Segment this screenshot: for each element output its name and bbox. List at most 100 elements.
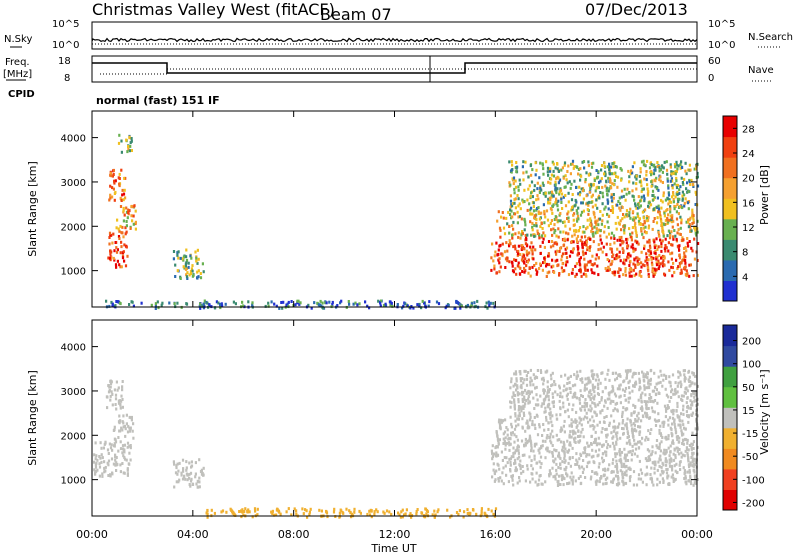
power-cell-5: [671, 266, 674, 270]
velocity-cell-5: [569, 430, 572, 434]
velocity-cell-6: [520, 409, 523, 413]
velocity-cell-6: [564, 410, 567, 414]
velocity-cell-5: [621, 419, 625, 422]
power-cell-5: [657, 245, 660, 249]
velocity-cell-6: [584, 383, 587, 387]
power-cell-2: [118, 182, 121, 186]
velocity-cell-7: [326, 515, 329, 519]
velocity-cell-4: [602, 468, 605, 472]
power-cell-6: [543, 221, 546, 225]
power-cell-7: [514, 206, 517, 210]
velocity-cell-4: [651, 450, 654, 454]
velocity-cell-0: [114, 463, 117, 467]
velocity-cell-1: [131, 429, 134, 433]
power-cell-5: [600, 241, 603, 245]
velocity-cell-1: [118, 429, 121, 433]
power-cell-8: [470, 302, 473, 306]
velocity-cell-7: [358, 509, 361, 513]
velocity-cell-6: [593, 390, 596, 394]
power-cell-7: [579, 178, 582, 182]
power-cell-6: [606, 220, 609, 224]
power-cell-5: [553, 241, 556, 245]
power-cell-7: [656, 187, 659, 191]
velocity-cell-6: [668, 416, 672, 420]
power-cell-6: [672, 219, 675, 223]
power-cell-6: [644, 225, 647, 229]
power-cell-6: [666, 218, 669, 222]
power-cell-6: [612, 234, 616, 238]
power-cell-5: [504, 266, 507, 269]
velocity-cell-6: [649, 369, 652, 373]
power-cell-7: [555, 197, 558, 201]
velocity-cell-4: [628, 476, 632, 479]
power-cell-6: [695, 233, 698, 237]
velocity-cell-4: [619, 469, 622, 473]
velocity-cell-4: [673, 478, 676, 482]
power-cell-8: [110, 300, 113, 304]
power-cell-8: [382, 303, 386, 307]
power-cell-5: [539, 252, 542, 255]
power-cell-7: [534, 161, 537, 165]
velocity-cell-4: [645, 472, 649, 476]
velocity-cell-5: [686, 438, 689, 442]
power-cell-6: [521, 230, 524, 233]
power-cell-5: [583, 243, 586, 246]
velocity-cell-7: [385, 509, 389, 513]
velocity-cell-6: [542, 388, 545, 392]
velocity-cell-2: [105, 395, 108, 399]
velocity-cell-4: [563, 457, 566, 461]
power-cell-8: [251, 303, 254, 307]
power-cell-4: [185, 261, 188, 265]
velocity-cell-4: [557, 482, 560, 486]
power-cell-7: [529, 164, 532, 168]
velocity-cell-4: [504, 464, 507, 468]
velocity-cell-6: [630, 412, 633, 416]
power-cell-6: [567, 210, 570, 214]
power-cell-7: [556, 162, 559, 166]
power-cell-7: [642, 194, 645, 198]
power-cell-6: [555, 234, 558, 238]
power-cell-5: [518, 265, 521, 269]
power-cell-7: [590, 195, 593, 199]
velocity-cell-5: [696, 427, 699, 431]
velocity-cell-5: [681, 433, 684, 437]
power-cell-7: [513, 201, 516, 205]
velocity-cell-7: [225, 510, 228, 514]
velocity-cell-5: [658, 428, 661, 432]
power-cell-7: [522, 171, 525, 175]
power-cell-8: [454, 306, 457, 310]
velocity-cell-5: [574, 431, 577, 435]
velocity-cell-6: [532, 383, 535, 387]
velocity-cell-4: [692, 483, 695, 487]
power-cell-5: [629, 254, 632, 258]
velocity-cell-5: [637, 425, 640, 429]
power-cell-7: [622, 194, 625, 198]
velocity-cell-5: [601, 427, 604, 430]
power-cell-6: [557, 219, 560, 223]
velocity-cell-1: [132, 422, 135, 426]
velocity-cell-6: [667, 395, 670, 399]
power-cell-5: [569, 250, 573, 254]
power-cell-6: [565, 231, 568, 235]
velocity-cell-6: [649, 382, 652, 386]
velocity-cell-6: [511, 395, 514, 399]
power-cell-5: [495, 241, 498, 245]
velocity-cell-0: [121, 462, 124, 465]
power-cell-5: [667, 260, 670, 264]
velocity-cell-4: [612, 478, 615, 482]
power-cell-7: [681, 198, 684, 202]
power-cell-5: [620, 235, 623, 239]
velocity-cell-6: [516, 393, 520, 397]
velocity-cell-1: [124, 434, 127, 438]
velocity-cell-6: [579, 407, 582, 411]
velocity-cell-6: [535, 393, 538, 397]
power-cell-7: [524, 160, 527, 164]
velocity-cell-4: [669, 444, 672, 448]
power-cell-7: [610, 186, 613, 190]
velocity-cell-4: [544, 456, 547, 460]
freq-trace: [92, 62, 697, 74]
power-cell-5: [574, 274, 577, 278]
power-cell-7: [653, 196, 656, 200]
velocity-cell-1: [114, 438, 117, 442]
power-cell-7: [657, 207, 661, 211]
